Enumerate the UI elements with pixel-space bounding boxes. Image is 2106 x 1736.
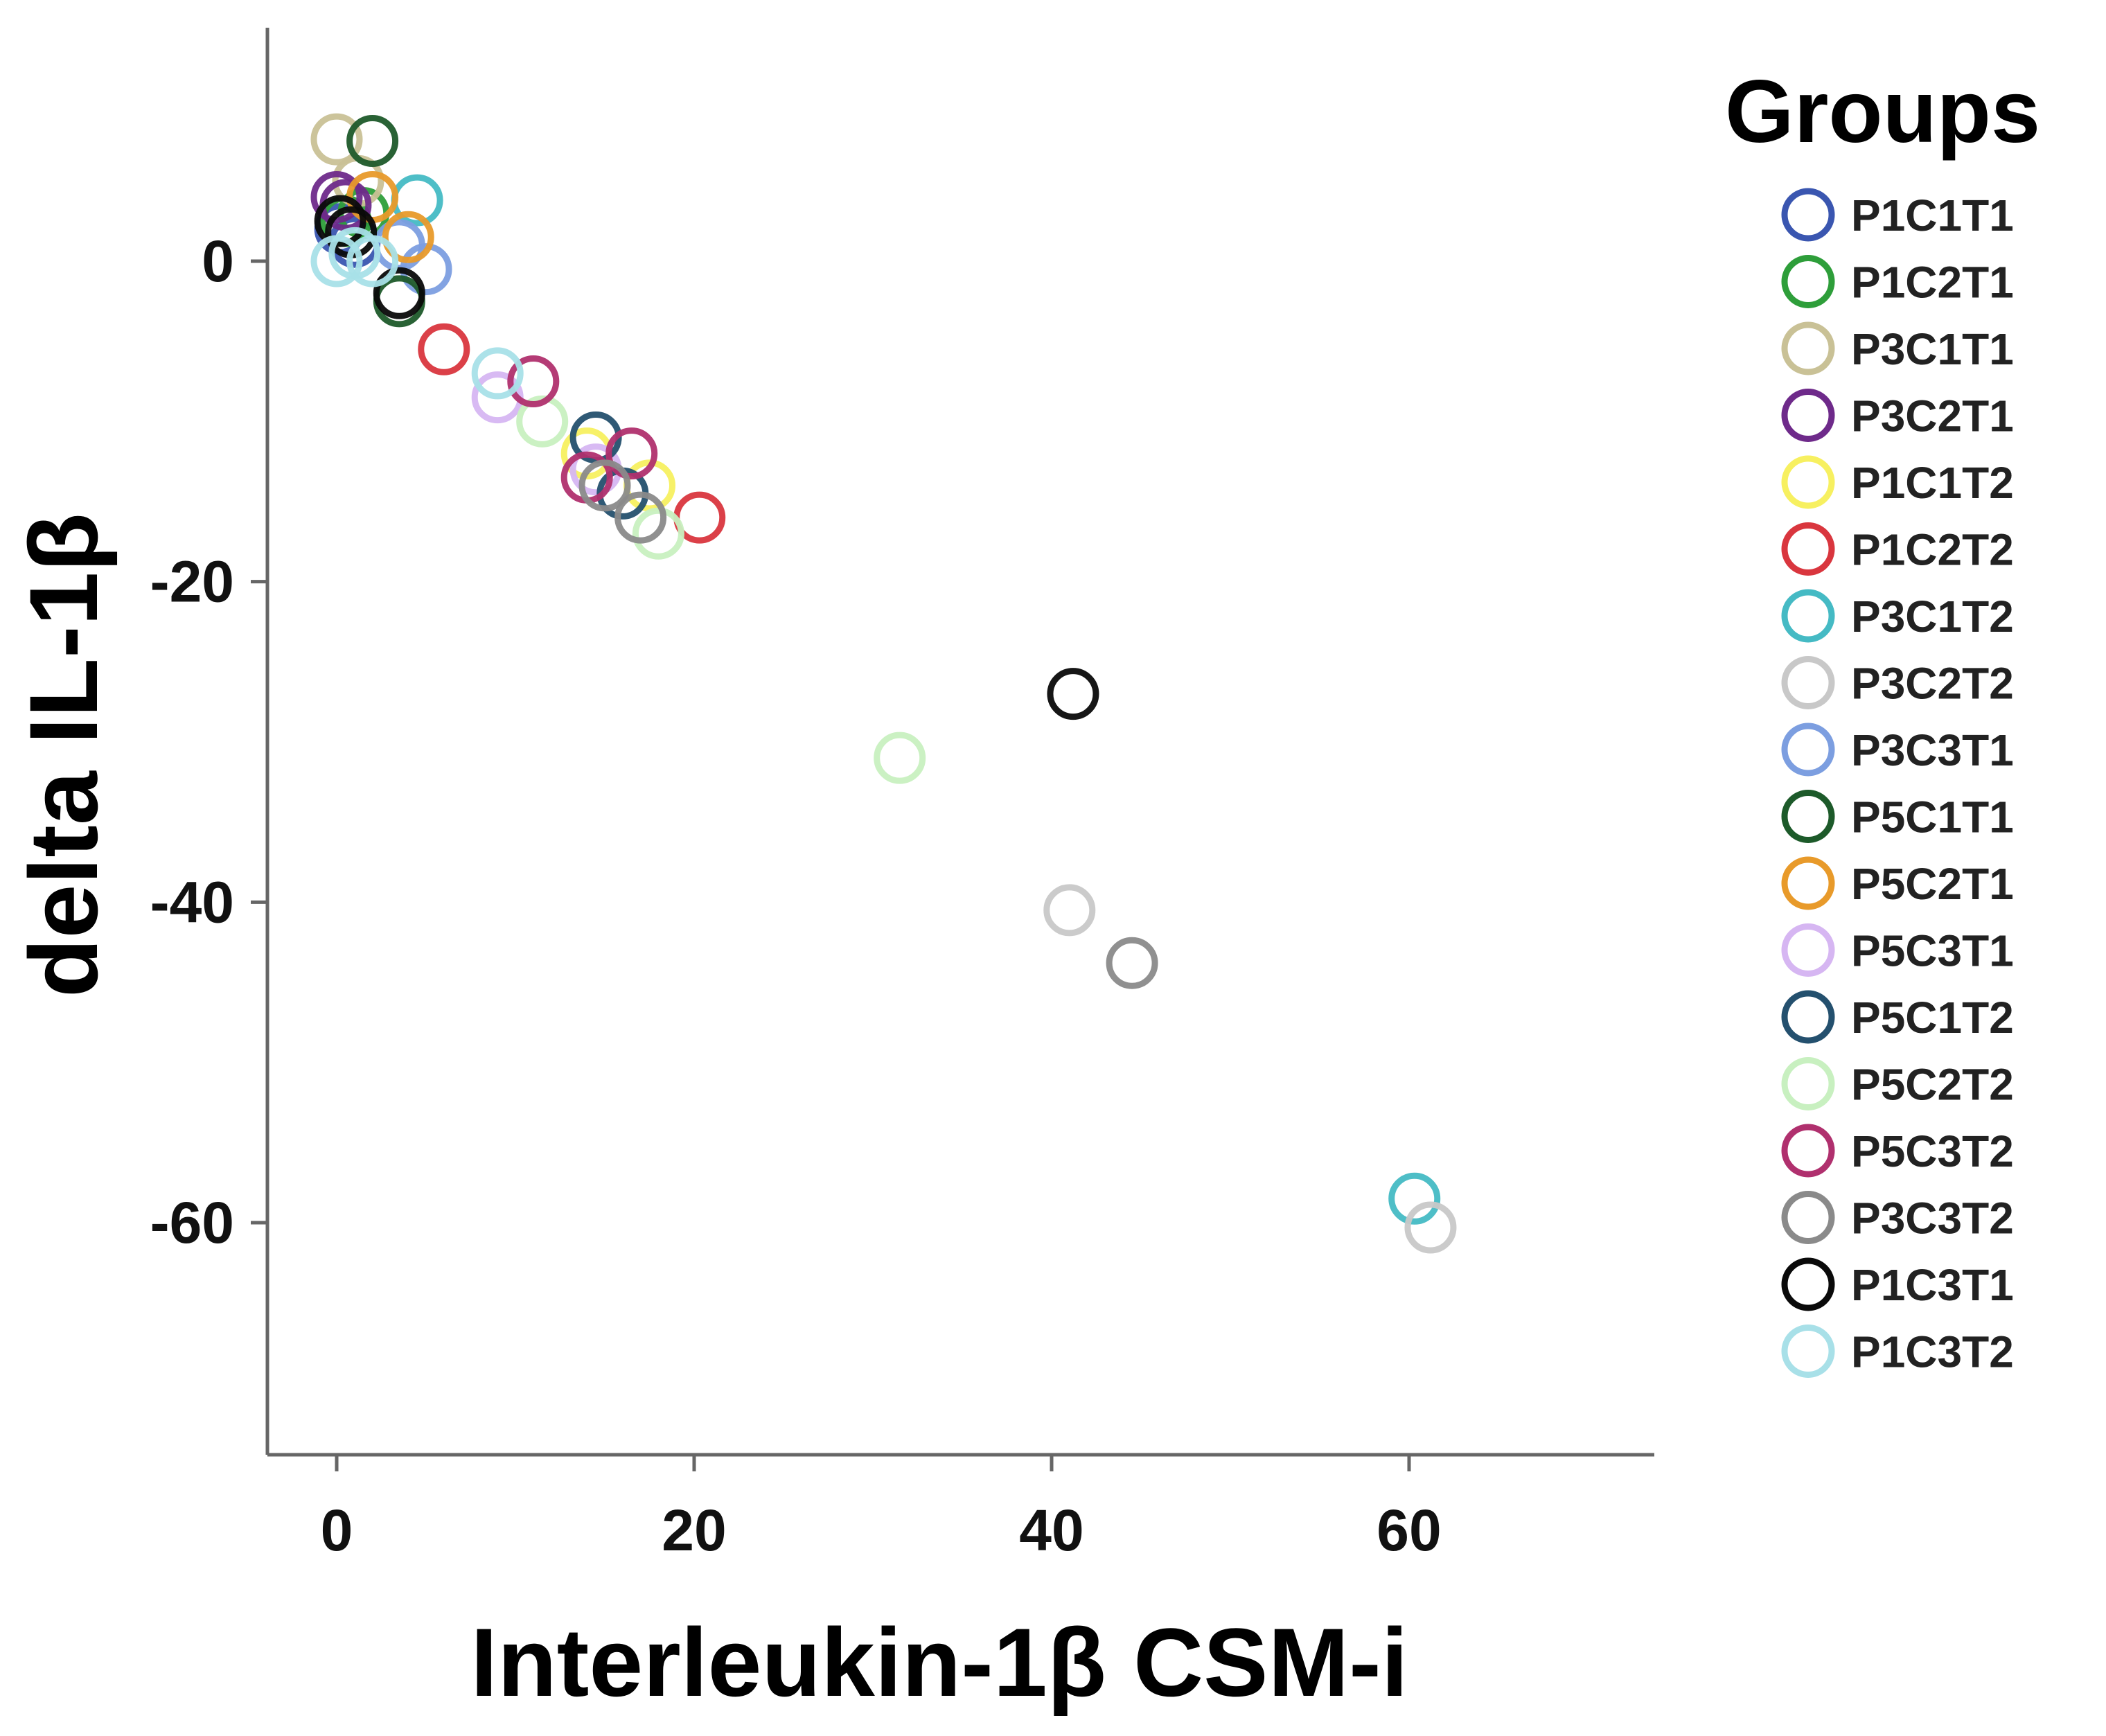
- legend-marker: [1781, 321, 1835, 375]
- legend-label: P1C3T2: [1851, 1327, 2014, 1377]
- legend-item: P5C3T1: [1781, 923, 2014, 977]
- legend-marker: [1781, 389, 1835, 442]
- data-point: [1404, 1201, 1457, 1254]
- legend-label: P5C2T2: [1851, 1060, 2014, 1110]
- series-p1c3t2: [310, 227, 524, 400]
- legend-item: P5C2T1: [1781, 856, 2014, 910]
- legend-title: Groups: [1725, 62, 2040, 161]
- data-point: [516, 395, 569, 448]
- data-point: [507, 355, 560, 407]
- series-p3c3t2: [578, 459, 1158, 989]
- data-point: [310, 113, 363, 166]
- legend-marker: [1781, 255, 1835, 308]
- plot-area: 0 20 40 60 0 -20 -40 -60: [150, 28, 1654, 1563]
- legend-marker: [1781, 923, 1835, 977]
- x-tick-label: 20: [662, 1498, 726, 1563]
- legend-marker: [1781, 455, 1835, 509]
- legend: Groups P1C1T1P1C2T1P3C1T1P3C2T1P1C1T2P1C…: [1725, 62, 2040, 1378]
- data-point: [1388, 1172, 1441, 1225]
- legend-label: P5C2T1: [1851, 859, 2014, 909]
- legend-marker: [1781, 589, 1835, 643]
- legend-label: P5C3T1: [1851, 926, 2014, 976]
- legend-marker: [1781, 1257, 1835, 1311]
- legend-item: P1C1T2: [1781, 455, 2014, 509]
- legend-item: P5C1T1: [1781, 790, 2014, 843]
- data-point: [874, 732, 926, 784]
- data-points: [310, 113, 1457, 1254]
- legend-label: P3C2T2: [1851, 659, 2014, 709]
- data-point: [471, 347, 524, 400]
- legend-label: P3C3T2: [1851, 1194, 2014, 1243]
- legend-item: P3C1T2: [1781, 589, 2014, 643]
- data-point: [632, 507, 684, 560]
- legend-item: P3C1T1: [1781, 321, 2014, 375]
- legend-marker: [1781, 723, 1835, 777]
- legend-label: P3C2T1: [1851, 391, 2014, 441]
- legend-item: P1C3T1: [1781, 1257, 2014, 1311]
- legend-marker: [1781, 1191, 1835, 1244]
- x-axis-title: Interleukin-1β CSM-i: [470, 1608, 1408, 1717]
- legend-marker: [1781, 990, 1835, 1044]
- y-ticks: 0 -20 -40 -60: [150, 229, 267, 1255]
- data-point: [314, 195, 366, 247]
- y-tick-label: 0: [202, 229, 234, 294]
- legend-items: P1C1T1 P1C2T1 P3C1T1 P3C2T1 P1C1T2 P1C2T2 P3C1…: [1781, 188, 2014, 1378]
- legend-item: P1C2T2: [1781, 522, 2014, 576]
- x-tick-label: 0: [321, 1498, 353, 1563]
- legend-item: P5C2T2: [1781, 1057, 2014, 1110]
- x-tick-label: 60: [1377, 1498, 1441, 1563]
- legend-item: P3C2T2: [1781, 656, 2014, 709]
- y-tick-label: -40: [150, 869, 234, 935]
- legend-label: P1C1T2: [1851, 458, 2014, 508]
- data-point: [382, 211, 434, 263]
- legend-item: P3C3T2: [1781, 1191, 2014, 1244]
- legend-marker: [1781, 856, 1835, 910]
- x-ticks: 0 20 40 60: [321, 1455, 1442, 1563]
- data-point: [1047, 668, 1099, 720]
- legend-item: P3C2T1: [1781, 389, 2014, 442]
- legend-label: P5C3T2: [1851, 1126, 2014, 1176]
- legend-item: P1C2T1: [1781, 255, 2014, 308]
- legend-label: P3C1T1: [1851, 324, 2014, 374]
- data-point: [614, 491, 667, 544]
- legend-marker: [1781, 1057, 1835, 1110]
- series-p3c1t2: [391, 174, 1441, 1225]
- y-tick-label: -20: [150, 549, 234, 614]
- legend-item: P5C1T2: [1781, 990, 2014, 1044]
- legend-label: P1C1T1: [1851, 191, 2014, 240]
- legend-item: P1C3T2: [1781, 1325, 2014, 1378]
- series-p5c2t2: [516, 395, 926, 784]
- legend-label: P1C2T1: [1851, 258, 2014, 308]
- legend-item: P3C3T1: [1781, 723, 2014, 777]
- legend-marker: [1781, 1124, 1835, 1178]
- data-point: [346, 235, 399, 287]
- legend-label: P3C1T2: [1851, 592, 2014, 641]
- data-point: [310, 170, 363, 223]
- legend-label: P3C3T1: [1851, 725, 2014, 775]
- legend-item: P5C3T2: [1781, 1124, 2014, 1178]
- series-p3c2t2: [1043, 884, 1457, 1254]
- series-p1c3t1: [314, 195, 1099, 720]
- y-tick-label: -60: [150, 1190, 234, 1255]
- legend-label: P1C2T2: [1851, 525, 2014, 575]
- legend-marker: [1781, 522, 1835, 576]
- legend-label: P5C1T1: [1851, 792, 2014, 842]
- legend-label: P5C1T2: [1851, 993, 2014, 1043]
- legend-item: P1C1T1: [1781, 188, 2014, 242]
- legend-marker: [1781, 1325, 1835, 1378]
- data-point: [1043, 884, 1096, 937]
- data-point: [605, 427, 658, 480]
- legend-marker: [1781, 188, 1835, 242]
- data-point: [373, 267, 425, 319]
- legend-marker: [1781, 656, 1835, 709]
- legend-marker: [1781, 790, 1835, 843]
- data-point: [418, 323, 470, 375]
- legend-label: P1C3T1: [1851, 1260, 2014, 1310]
- data-point: [346, 115, 399, 167]
- data-point: [1106, 937, 1158, 989]
- x-tick-label: 40: [1019, 1498, 1083, 1563]
- y-axis-title: delta IL-1β: [9, 513, 118, 998]
- data-point: [578, 459, 631, 512]
